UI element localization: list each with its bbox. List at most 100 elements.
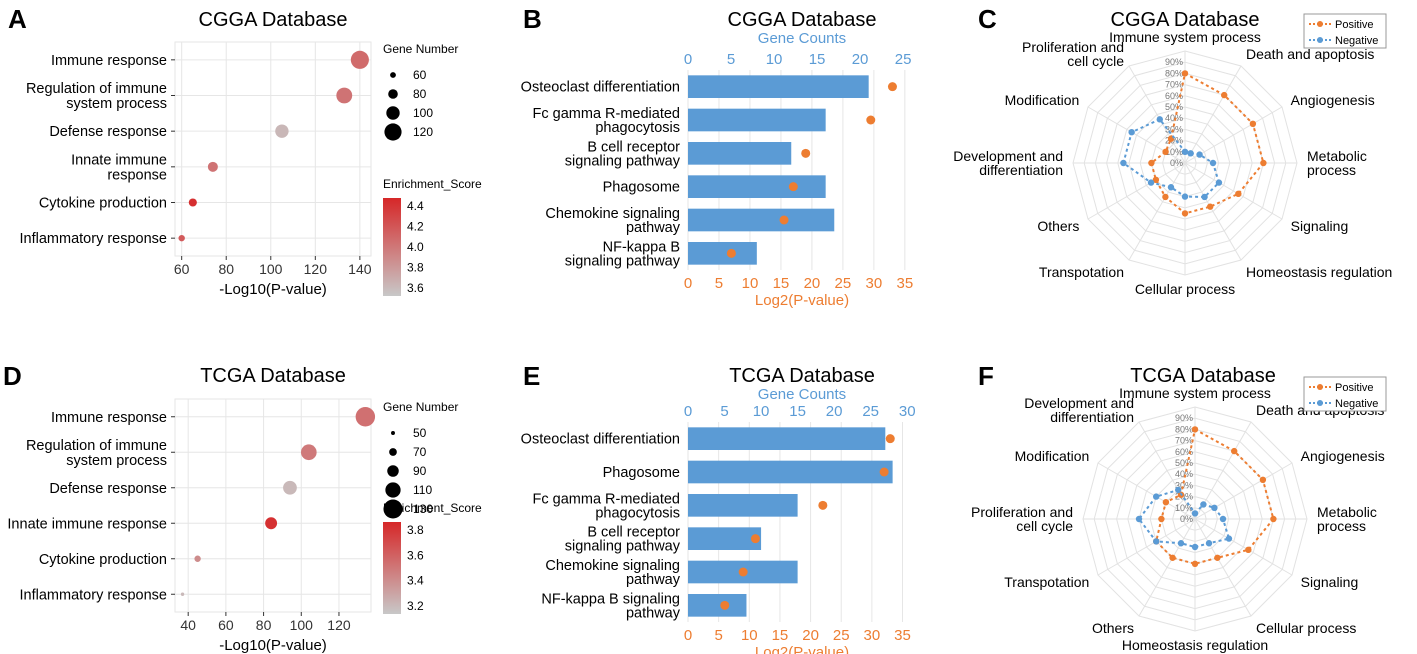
panel-c-series-point-positive	[1152, 176, 1160, 183]
panel-f-axis-label-line: process	[1317, 518, 1366, 534]
panel-f-ring-label: 30%	[1175, 480, 1193, 490]
panel-c-axis-label-line: Proliferation and	[1022, 39, 1124, 55]
panel-c-series-point-negative	[1187, 150, 1194, 157]
panel-b-category-label: Fc gamma R-mediated phagocytosis	[533, 106, 680, 136]
panel-b-pvalue-dot	[887, 82, 897, 92]
panel-d-color-legend-label: 3.6	[407, 548, 424, 562]
panel-f-axis-label: Signaling	[1301, 574, 1359, 590]
panel-f-series-point-positive	[1214, 554, 1221, 561]
panel-c-series-point-positive	[1148, 159, 1155, 167]
panel-b-bar	[688, 108, 826, 132]
panel-f-spoke	[1097, 462, 1196, 520]
panel-b-category-label-line: pathway	[626, 220, 681, 236]
panel-f-axis-label: Angiogenesis	[1301, 448, 1385, 464]
panel-e-category-label-line: Chemokine signaling	[545, 558, 680, 574]
panel-d-color-legend-bar	[383, 522, 401, 614]
panel-a-size-legend-dot	[384, 123, 402, 141]
panel-e-category-label: Chemokine signaling pathway	[545, 558, 680, 588]
panel-d-x-tick-label: 80	[256, 617, 272, 633]
panel-c-series-point-negative	[1215, 179, 1223, 186]
panel-f-series-point-positive	[1162, 499, 1170, 506]
panel-d-x-tick-label: 100	[290, 617, 314, 633]
panel-d-color-legend-label: 3.2	[407, 599, 424, 613]
panel-a-category-label: Defense response	[49, 124, 167, 140]
panel-d-category-label: Defense response	[49, 481, 167, 497]
panel-e-title: TCGA Database	[729, 365, 875, 387]
panel-c-series-point-positive	[1162, 193, 1169, 201]
panel-f-axis-label-line: differentiation	[1050, 409, 1134, 425]
panel-d-size-legend-label: 90	[413, 464, 427, 478]
panel-c-axis-label: Homeostasis regulation	[1246, 264, 1392, 280]
panel-f-spoke	[1138, 421, 1196, 520]
panel-a-size-legend-dot	[388, 89, 398, 99]
panel-d-color-legend-label: 3.4	[407, 574, 424, 588]
panel-c-ring-label: 10%	[1165, 147, 1183, 157]
panel-f-series-point-negative	[1177, 540, 1185, 547]
panel-f-legend-swatch-dot	[1317, 384, 1323, 390]
panel-a-size-legend-label: 100	[413, 106, 433, 120]
panel-a-color-legend-label: 4.0	[407, 240, 424, 254]
panel-letter-e: E	[523, 361, 540, 391]
panel-a-size-legend-dot	[390, 72, 396, 78]
panel-f-series-point-positive	[1245, 546, 1252, 553]
panel-f-spoke	[1194, 518, 1293, 576]
panel-c-series-point-positive	[1235, 190, 1242, 197]
panel-b-pvalue-dot	[801, 148, 811, 158]
panel-a-bubble	[207, 161, 218, 172]
panel-b-bottom-tick-label: 10	[742, 275, 759, 292]
panel-d-size-legend-dot	[383, 499, 403, 519]
panel-b-top-tick-label: 10	[766, 51, 783, 68]
panel-f-series-point-negative	[1153, 538, 1160, 545]
panel-c-series-point-negative	[1181, 148, 1189, 155]
panel-d-x-tick-label: 60	[218, 617, 234, 633]
panel-f-series-point-positive	[1259, 476, 1267, 483]
panel-c-series-point-negative	[1209, 159, 1217, 167]
panel-f-title: TCGA Database	[1130, 365, 1276, 387]
panel-f-series-point-negative	[1191, 510, 1199, 517]
panel-b-pvalue-dot	[788, 182, 798, 192]
panel-c-legend-swatch-dot	[1317, 21, 1323, 27]
panel-e-top-tick-label: 20	[826, 403, 843, 420]
panel-b-category-label-line: NF-kappa B	[603, 239, 680, 255]
panel-a-color-legend-label: 3.8	[407, 261, 424, 275]
panel-e-bar	[688, 460, 893, 484]
panel-c-spoke	[1087, 106, 1186, 164]
panel-e-top-tick-label: 10	[753, 403, 770, 420]
panel-f-series-point-negative	[1200, 501, 1207, 508]
panel-e-pvalue-dot	[750, 534, 760, 544]
panel-b-category-label-line: phagocytosis	[595, 120, 680, 136]
panel-e-pvalue-dot	[879, 467, 889, 477]
panel-f-spoke	[1138, 518, 1196, 617]
panel-d-category-label: Inflammatory response	[20, 587, 167, 603]
panel-b-category-label: Chemokine signaling pathway	[545, 206, 680, 236]
panel-c-axis-label: Transpotation	[1039, 264, 1124, 280]
panel-e-top-tick-label: 5	[720, 403, 728, 420]
panel-c-axis-label: Cellular process	[1135, 281, 1235, 297]
panel-c-series-point-positive	[1260, 159, 1267, 167]
panel-d-size-legend-dot	[389, 448, 397, 456]
panel-e-bar	[688, 594, 747, 617]
panel-f-legend-label: Negative	[1335, 398, 1378, 410]
panel-b-top-tick-label: 20	[852, 51, 869, 68]
panel-f-axis-label-line: Development and	[1024, 395, 1134, 411]
panel-b-top-tick-label: 0	[684, 51, 692, 68]
panel-b-category-label-line: signaling pathway	[565, 253, 681, 269]
panel-b-top-tick-label: 15	[809, 51, 826, 68]
panel-d-x-axis-label: -Log10(P-value)	[219, 637, 327, 654]
panel-b-bar	[688, 75, 869, 98]
panel-b-category-label-line: Fc gamma R-mediated	[533, 106, 680, 122]
panel-d-size-legend-label: 110	[413, 483, 432, 497]
panel-f-legend-label: Positive	[1335, 382, 1374, 394]
panel-a-bubble	[178, 234, 185, 242]
panel-f-series-point-positive	[1231, 447, 1238, 455]
panel-a-category-label-line: Regulation of immune	[26, 81, 167, 97]
panel-d-bubble	[300, 444, 317, 461]
panel-e-bottom-tick-label: 30	[864, 627, 881, 644]
panel-f-series-point-negative	[1153, 493, 1160, 500]
panel-e-category-label-line: phagocytosis	[595, 505, 680, 521]
panel-c-series-point-negative	[1181, 193, 1189, 200]
panel-d-color-legend-label: 3.8	[407, 523, 424, 537]
panel-b-pvalue-dot	[726, 248, 736, 258]
panel-c-ring-label: 70%	[1165, 80, 1183, 90]
panel-letter-a: A	[8, 4, 27, 34]
